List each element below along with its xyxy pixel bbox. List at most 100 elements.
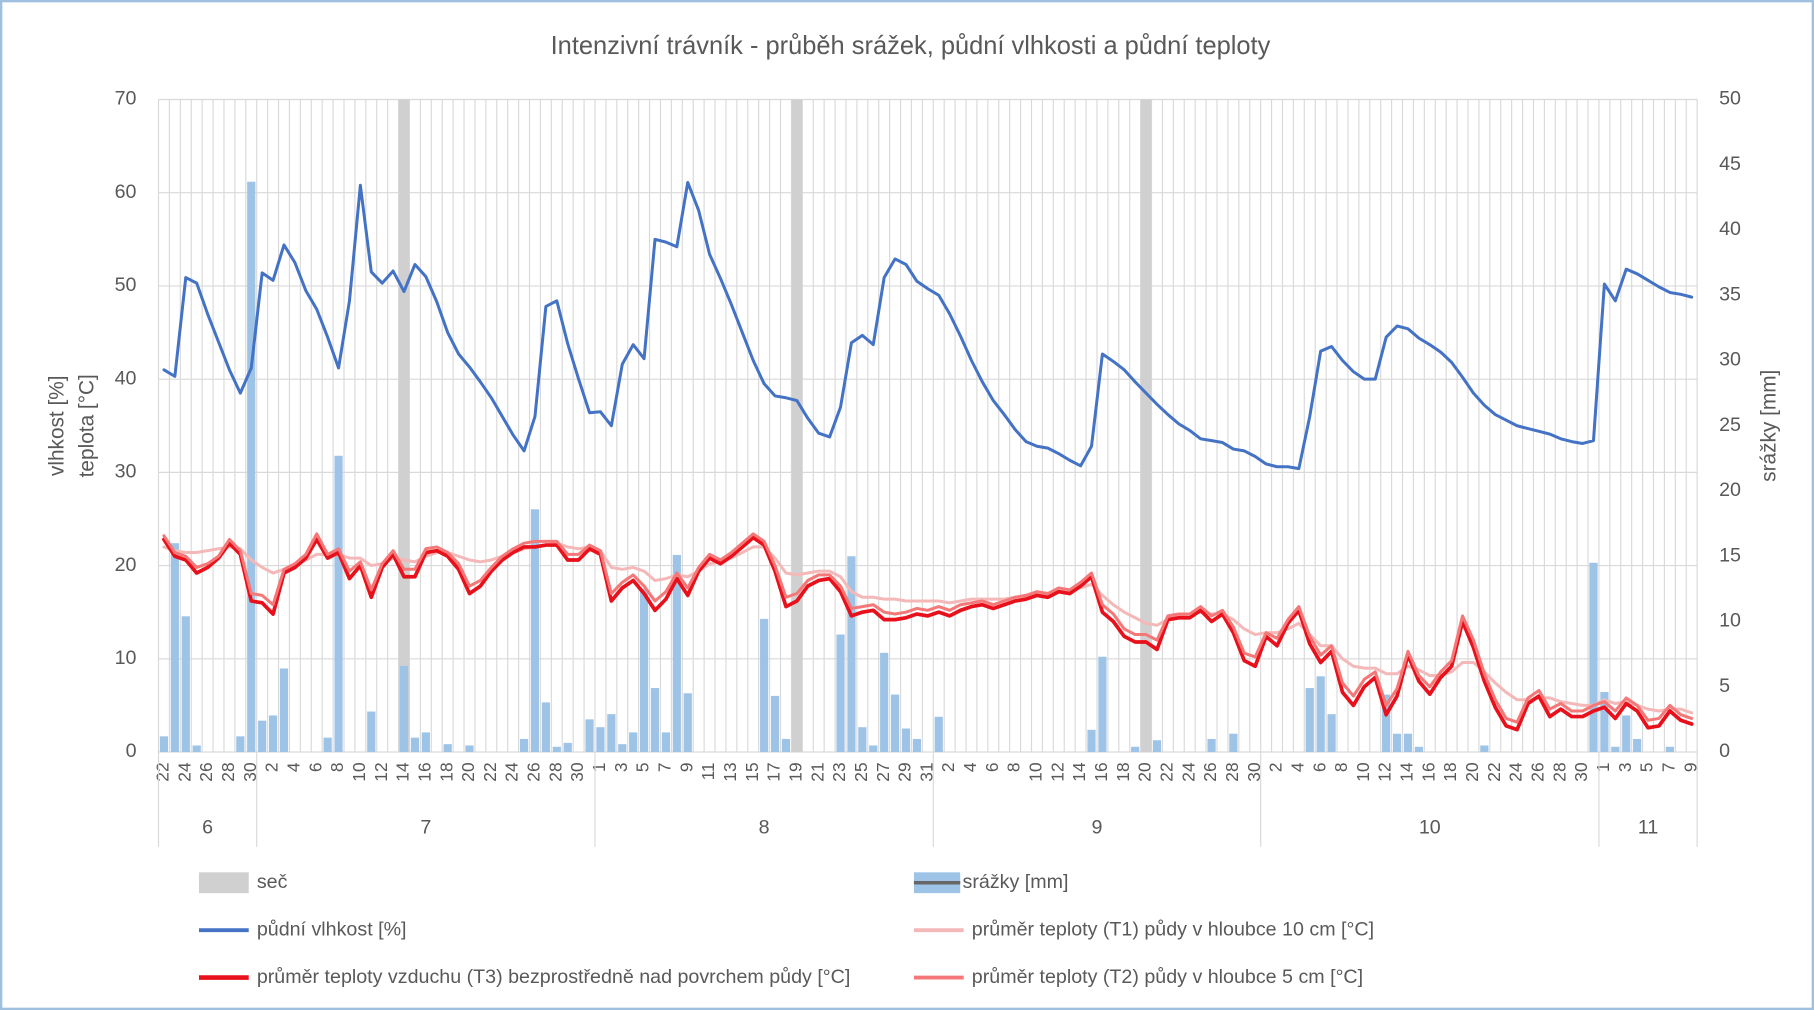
- y2-tick-label: 45: [1719, 153, 1741, 175]
- x-tick-label: 1: [1593, 762, 1613, 772]
- y2-tick-label: 5: [1719, 675, 1730, 697]
- bar: [640, 588, 649, 752]
- x-tick-label: 30: [240, 762, 260, 781]
- legend-label: průměr teploty (T1) půdy v hloubce 10 cm…: [972, 918, 1374, 940]
- x-group-label: 8: [759, 817, 770, 839]
- x-tick-label: 22: [153, 762, 173, 781]
- line: [162, 532, 1694, 724]
- y2-tick-label: 30: [1719, 349, 1741, 371]
- x-group-label: 6: [202, 817, 213, 839]
- x-tick-label: 8: [327, 762, 347, 772]
- bar: [181, 616, 190, 752]
- legend-label: půdní vlhkost [%]: [257, 918, 407, 940]
- x-tick-label: 16: [1091, 762, 1111, 781]
- bar: [1140, 99, 1152, 752]
- bar: [443, 744, 452, 752]
- x-tick-label: 6: [305, 762, 325, 772]
- x-tick-label: 22: [1156, 762, 1176, 781]
- x-tick-label: 11: [698, 762, 718, 780]
- bar: [323, 737, 332, 752]
- bar: [781, 738, 791, 752]
- y2-tick-label: 40: [1719, 218, 1741, 240]
- y-tick-label: 50: [115, 274, 137, 296]
- bar: [934, 716, 943, 752]
- bar: [661, 732, 671, 752]
- y-axis-label: teplota [°C]: [75, 374, 98, 477]
- bar: [258, 720, 267, 752]
- bar: [247, 181, 256, 752]
- bar: [880, 652, 889, 752]
- bar: [1207, 738, 1216, 752]
- x-tick-label: 7: [655, 762, 675, 772]
- bar: [552, 746, 561, 752]
- chart-title: Intenzivní trávník - průběh srážek, půdn…: [551, 32, 1271, 60]
- x-tick-label: 10: [349, 762, 369, 781]
- bar: [1392, 733, 1402, 752]
- y2-tick-label: 20: [1719, 479, 1741, 501]
- x-tick-label: 9: [676, 762, 696, 772]
- bar: [1305, 688, 1314, 752]
- bar: [1414, 746, 1423, 752]
- x-tick-label: 20: [1462, 762, 1482, 781]
- x-tick-label: 26: [1200, 762, 1220, 781]
- x-tick-label: 14: [393, 762, 413, 782]
- x-group-label: 10: [1419, 817, 1441, 839]
- x-tick-label: 4: [960, 762, 980, 772]
- x-tick-label: 10: [1353, 762, 1373, 781]
- bar: [618, 744, 627, 752]
- bar: [672, 554, 681, 752]
- x-tick-label: 1: [589, 762, 609, 772]
- bar: [847, 556, 856, 752]
- x-tick-label: 14: [1069, 762, 1089, 782]
- x-tick-label: 19: [785, 762, 805, 781]
- y2-tick-label: 25: [1719, 414, 1741, 436]
- x-tick-label: 2: [262, 762, 282, 772]
- x-tick-label: 18: [436, 762, 456, 781]
- x-tick-label: 18: [1440, 762, 1460, 781]
- bar: [585, 719, 594, 752]
- x-tick-label: 22: [480, 762, 500, 781]
- y2-tick-label: 15: [1719, 544, 1741, 566]
- x-tick-label: 22: [1484, 762, 1504, 781]
- x-tick-label: 4: [283, 762, 303, 772]
- bar: [563, 742, 572, 752]
- y-tick-label: 40: [115, 367, 137, 389]
- bar: [519, 738, 529, 752]
- bar: [1589, 562, 1598, 752]
- bar: [268, 715, 278, 752]
- line: [162, 180, 1694, 471]
- bar: [334, 455, 343, 752]
- legend-label: seč: [257, 871, 288, 893]
- x-tick-label: 23: [829, 762, 849, 781]
- x-group-label: 7: [420, 817, 431, 839]
- bar: [399, 665, 409, 752]
- legend-label: srážky [mm]: [963, 871, 1069, 893]
- x-tick-label: 24: [1506, 762, 1526, 782]
- bar: [279, 668, 289, 752]
- y2-tick-label: 0: [1719, 740, 1730, 762]
- bar: [1622, 715, 1631, 752]
- x-tick-label: 12: [371, 762, 391, 781]
- x-tick-label: 3: [611, 762, 631, 772]
- x-tick-label: 10: [1026, 762, 1046, 781]
- bar: [858, 727, 867, 752]
- bar: [1611, 746, 1620, 752]
- bar: [650, 688, 660, 752]
- bar: [367, 711, 376, 752]
- x-tick-label: 4: [1287, 762, 1307, 772]
- line: [162, 535, 1694, 732]
- x-tick-label: 6: [982, 762, 1002, 772]
- x-tick-label: 12: [1375, 762, 1395, 781]
- x-tick-label: 24: [502, 762, 522, 782]
- y-tick-label: 20: [115, 554, 137, 576]
- bar: [770, 695, 780, 752]
- x-tick-label: 3: [1615, 762, 1635, 772]
- bar: [1480, 745, 1489, 752]
- x-tick-label: 28: [1549, 762, 1569, 781]
- y2-tick-label: 50: [1719, 88, 1741, 110]
- x-tick-label: 20: [458, 762, 478, 781]
- bar: [1087, 729, 1096, 752]
- x-tick-label: 12: [1047, 762, 1067, 781]
- legend-swatch: [198, 872, 249, 894]
- x-tick-label: 5: [633, 762, 653, 772]
